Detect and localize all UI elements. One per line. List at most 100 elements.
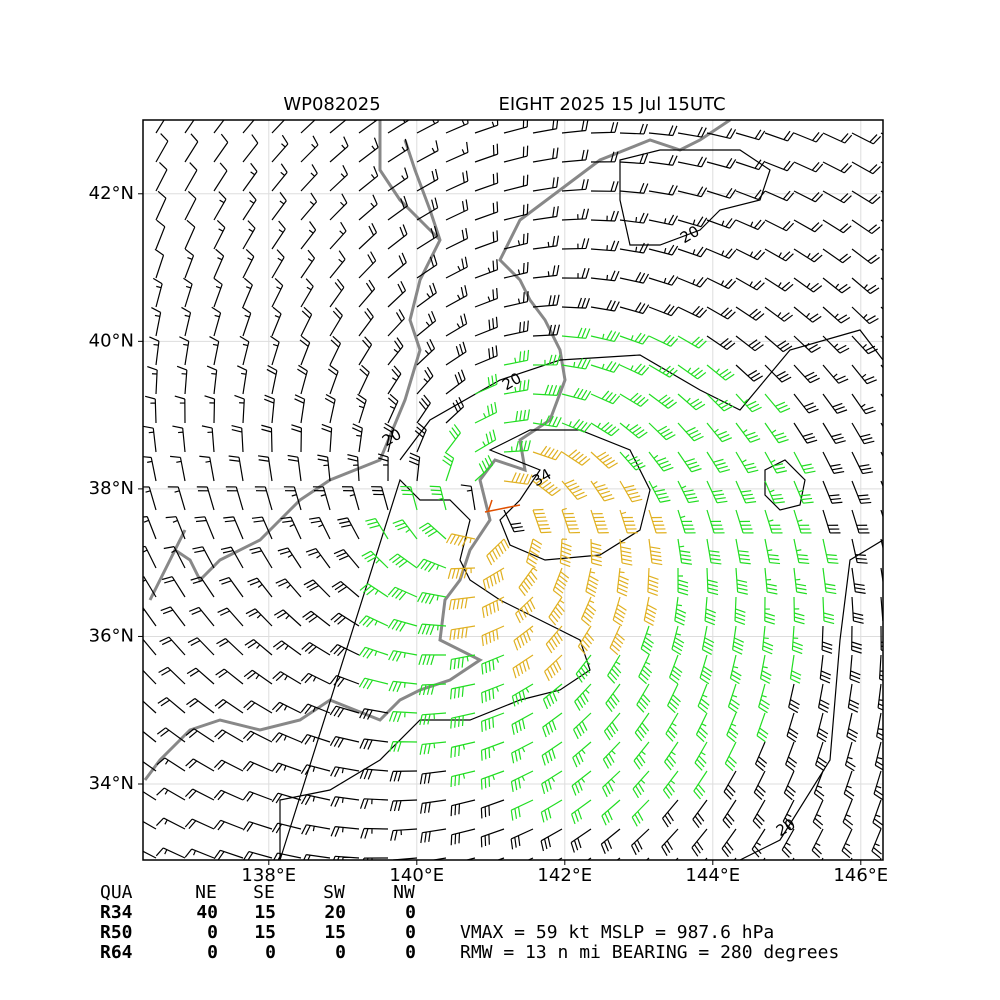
wind-barb bbox=[445, 170, 469, 192]
wind-barb bbox=[503, 174, 529, 192]
wind-barb bbox=[648, 538, 663, 566]
wind-barb bbox=[151, 307, 162, 337]
wind-barb bbox=[143, 456, 157, 482]
wind-barb bbox=[450, 770, 476, 788]
wind-barb bbox=[873, 770, 883, 801]
wind-barb bbox=[735, 567, 748, 595]
wind-barb bbox=[474, 143, 499, 163]
wind-barb bbox=[619, 332, 650, 345]
wind-barb bbox=[474, 230, 499, 250]
wind-barb bbox=[272, 671, 302, 685]
wind-barb bbox=[648, 304, 679, 317]
wind-barb bbox=[242, 162, 258, 192]
wind-barb bbox=[329, 193, 348, 221]
wind-barb bbox=[822, 509, 841, 534]
wind-barb bbox=[851, 364, 877, 385]
wind-barb bbox=[300, 306, 313, 337]
wind-barb bbox=[541, 741, 563, 766]
y-tick-label: 38°N bbox=[89, 478, 134, 499]
wind-barb bbox=[359, 583, 389, 598]
wind-barb bbox=[648, 334, 679, 347]
wind-barb bbox=[677, 335, 707, 349]
wind-barb bbox=[206, 365, 218, 395]
wind-barb bbox=[785, 741, 798, 772]
wind-barb bbox=[294, 394, 306, 424]
wind-barb bbox=[648, 184, 678, 196]
y-tick-label: 42°N bbox=[89, 183, 134, 204]
wind-barb bbox=[188, 606, 215, 627]
wind-barb bbox=[764, 509, 783, 534]
wind-barb bbox=[822, 596, 835, 625]
wind-barb bbox=[214, 729, 244, 743]
wind-barb bbox=[480, 712, 505, 732]
wind-barb bbox=[389, 799, 418, 812]
wind-barb bbox=[764, 335, 793, 353]
wind-barb bbox=[358, 251, 377, 279]
table-cell: R64 bbox=[100, 942, 133, 963]
wind-barb bbox=[199, 455, 215, 482]
wind-barb bbox=[731, 625, 745, 655]
wind-barb bbox=[143, 820, 157, 830]
wind-barb bbox=[619, 480, 643, 503]
wind-barb bbox=[570, 828, 592, 853]
wind-barb bbox=[347, 454, 360, 482]
wind-barb bbox=[669, 654, 683, 685]
wind-barb bbox=[154, 248, 165, 279]
wind-barb bbox=[793, 306, 822, 323]
wind-barb bbox=[619, 363, 650, 376]
wind-barb bbox=[225, 486, 244, 511]
wind-barb bbox=[300, 278, 314, 308]
table-cell: R34 bbox=[100, 902, 133, 923]
wind-barb bbox=[331, 580, 360, 598]
wind-barb bbox=[789, 654, 802, 684]
wind-barb bbox=[816, 712, 829, 743]
wind-barb bbox=[204, 395, 216, 424]
wind-barb bbox=[241, 306, 252, 337]
wind-barb bbox=[590, 451, 618, 469]
wind-barb bbox=[561, 449, 591, 466]
wind-barb bbox=[590, 210, 619, 222]
wind-barb bbox=[419, 712, 447, 726]
wind-barb bbox=[822, 219, 852, 234]
wind-barb bbox=[677, 364, 707, 380]
wind-barb bbox=[601, 799, 621, 826]
wind-barb bbox=[187, 637, 215, 656]
wind-barb bbox=[445, 228, 469, 250]
wind-barb bbox=[358, 336, 373, 366]
wind-barb bbox=[400, 485, 418, 511]
wind-barb bbox=[735, 422, 761, 443]
wind-barb bbox=[786, 712, 799, 743]
wind-barb bbox=[612, 596, 627, 627]
x-tick-label: 142°E bbox=[537, 865, 592, 886]
wind-barb bbox=[561, 357, 591, 370]
wind-barb bbox=[359, 798, 389, 810]
wind-barb bbox=[237, 365, 248, 395]
wind-barb bbox=[163, 546, 186, 569]
wind-barb bbox=[176, 365, 188, 395]
wind-barb bbox=[416, 197, 439, 221]
wind-barb bbox=[511, 712, 534, 735]
wind-barb bbox=[214, 699, 244, 714]
wind-barb bbox=[297, 364, 308, 395]
wind-barb bbox=[677, 216, 708, 228]
wind-barb bbox=[821, 625, 833, 654]
wind-barb bbox=[213, 219, 226, 250]
wind-barb bbox=[706, 422, 732, 443]
wind-barb bbox=[271, 120, 286, 134]
wind-barb bbox=[300, 221, 317, 250]
wind-barb bbox=[242, 821, 273, 832]
wind-barb bbox=[416, 338, 436, 366]
wind-barb bbox=[851, 596, 864, 624]
wind-barb bbox=[619, 451, 646, 471]
wind-barb bbox=[302, 610, 331, 627]
wind-barb bbox=[387, 224, 408, 250]
wind-barb bbox=[261, 424, 273, 453]
wind-barb bbox=[445, 369, 466, 395]
wind-barb bbox=[300, 733, 331, 745]
wind-barb bbox=[735, 129, 766, 141]
wind-barb bbox=[414, 422, 427, 453]
wind-barb bbox=[217, 607, 244, 627]
wind-barb bbox=[450, 741, 476, 758]
coastline bbox=[143, 120, 731, 781]
